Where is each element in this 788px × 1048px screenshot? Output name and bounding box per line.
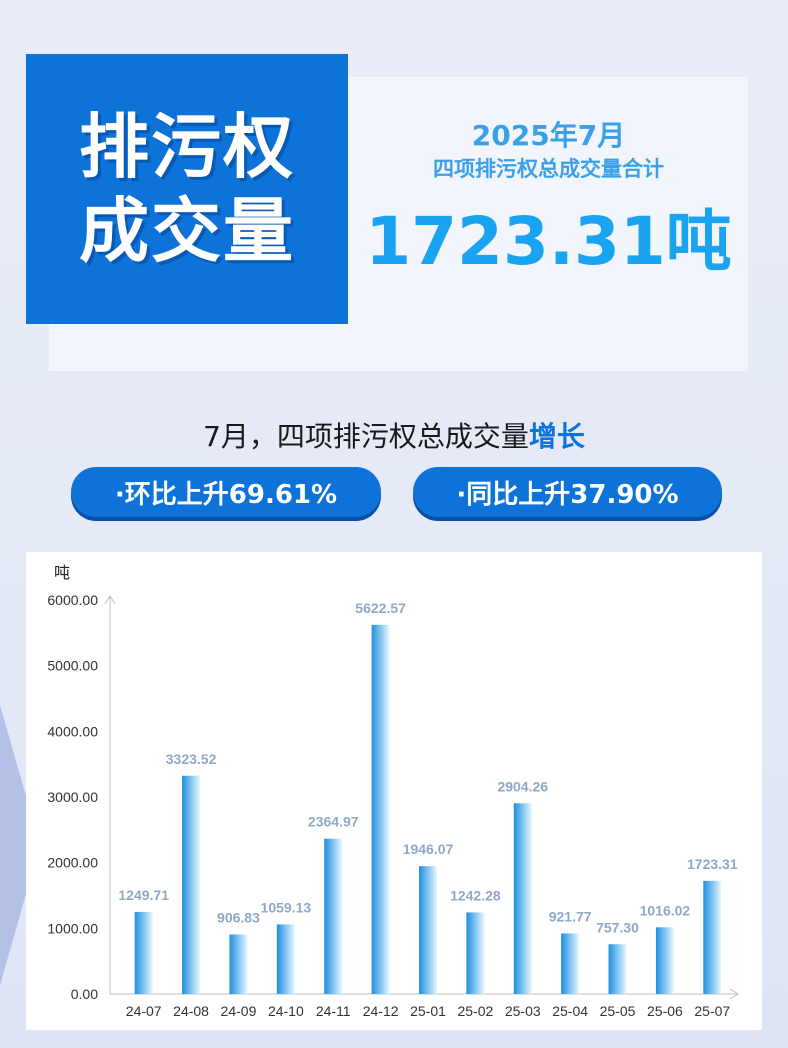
- y-axis-arrow: [104, 595, 116, 605]
- x-tick-label: 25-05: [600, 1003, 636, 1019]
- bar-25-01: [419, 866, 437, 994]
- title-line-2: 成交量: [79, 190, 295, 272]
- y-tick-label: 4000.00: [47, 723, 98, 739]
- bar-24-09: [229, 934, 248, 994]
- x-tick-label: 24-07: [126, 1003, 162, 1019]
- x-tick-label: 25-01: [410, 1003, 446, 1019]
- bar-value-label: 921.77: [549, 908, 592, 924]
- bar-24-08: [182, 775, 201, 994]
- title-line-1: 排污权: [79, 106, 295, 188]
- bar-25-03: [513, 803, 532, 994]
- x-tick-label: 25-02: [457, 1003, 493, 1019]
- bar-value-label: 5622.57: [355, 600, 406, 616]
- bar-24-12: [371, 624, 390, 994]
- bar-value-label: 906.83: [217, 909, 260, 925]
- x-tick-label: 24-09: [221, 1003, 257, 1019]
- bar-value-label: 1723.31: [687, 856, 738, 872]
- bar-value-label: 757.30: [596, 919, 639, 935]
- bar-25-07: [703, 880, 722, 994]
- x-tick-label: 25-04: [552, 1003, 588, 1019]
- summary-total-value: 1723.31吨: [365, 203, 732, 280]
- x-tick-label: 25-03: [505, 1003, 541, 1019]
- growth-heading-highlight: 增长: [528, 420, 585, 453]
- bar-value-label: 1059.13: [261, 899, 312, 915]
- y-tick-label: 6000.00: [47, 592, 98, 608]
- summary-block: 2025年7月 四项排污权总成交量合计 1723.31吨: [350, 120, 747, 282]
- y-tick-label: 5000.00: [47, 658, 98, 674]
- y-tick-label: 3000.00: [47, 789, 98, 805]
- x-tick-label: 24-12: [363, 1003, 399, 1019]
- bar-value-label: 2904.26: [497, 778, 548, 794]
- title-box: 排污权 成交量: [26, 54, 348, 324]
- x-tick-label: 24-11: [316, 1003, 351, 1019]
- growth-heading: 7月，四项排污权总成交量增长: [0, 417, 788, 457]
- x-tick-label: 25-07: [694, 1003, 730, 1019]
- bar-25-05: [608, 944, 627, 994]
- bar-value-label: 1946.07: [403, 841, 454, 857]
- bar-25-06: [655, 927, 674, 994]
- bar-25-02: [466, 912, 485, 994]
- bar-value-label: 1249.71: [118, 887, 169, 903]
- y-tick-label: 0.00: [71, 986, 98, 1002]
- y-tick-label: 1000.00: [47, 920, 98, 936]
- x-axis-arrow: [729, 988, 739, 1000]
- x-tick-label: 24-08: [173, 1003, 209, 1019]
- y-tick-label: 2000.00: [47, 855, 98, 871]
- bar-value-label: 2364.97: [308, 814, 359, 830]
- bar-value-label: 1016.02: [640, 902, 691, 918]
- mom-growth-badge: ·环比上升69.61%: [71, 467, 381, 517]
- bar-24-10: [276, 924, 295, 994]
- bar-value-label: 1242.28: [450, 887, 501, 903]
- bar-25-04: [561, 933, 580, 994]
- growth-heading-prefix: 7月，四项排污权总成交量: [203, 420, 529, 453]
- x-tick-label: 24-10: [268, 1003, 304, 1019]
- yoy-growth-badge: ·同比上升37.90%: [413, 467, 722, 517]
- bar-chart: 吨 0.00 1000.00 2000.00 3000.00 4000.00 5000.00…: [47, 564, 739, 1019]
- bar-value-label: 3323.52: [166, 751, 217, 767]
- y-axis-unit-label: 吨: [54, 564, 70, 582]
- bar-24-07: [134, 911, 153, 994]
- summary-period: 2025年7月: [471, 119, 626, 152]
- chart-card: 吨 0.00 1000.00 2000.00 3000.00 4000.00 5000.00…: [26, 552, 762, 1030]
- bar-24-11: [324, 838, 343, 994]
- summary-label: 四项排污权总成交量合计: [433, 157, 664, 181]
- x-tick-label: 25-06: [647, 1003, 683, 1019]
